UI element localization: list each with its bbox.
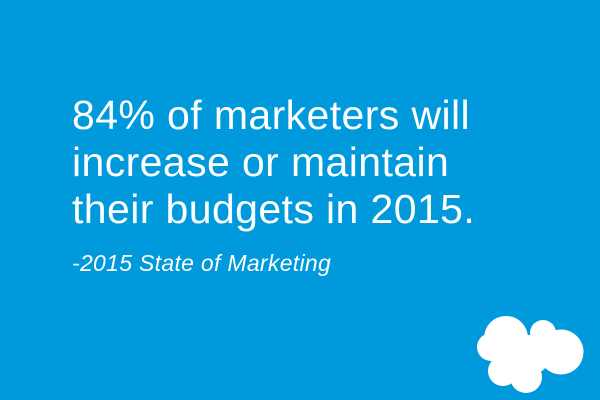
quote-line-2: increase or maintain	[72, 139, 450, 185]
quote-attribution: -2015 State of Marketing	[72, 250, 332, 276]
quote-line-3: their budgets in 2015.	[72, 186, 476, 232]
salesforce-cloud-icon	[477, 316, 584, 393]
quote-line-1: 84% of marketers will	[72, 92, 471, 138]
quote-block: 84% of marketers will increase or mainta…	[72, 92, 475, 276]
